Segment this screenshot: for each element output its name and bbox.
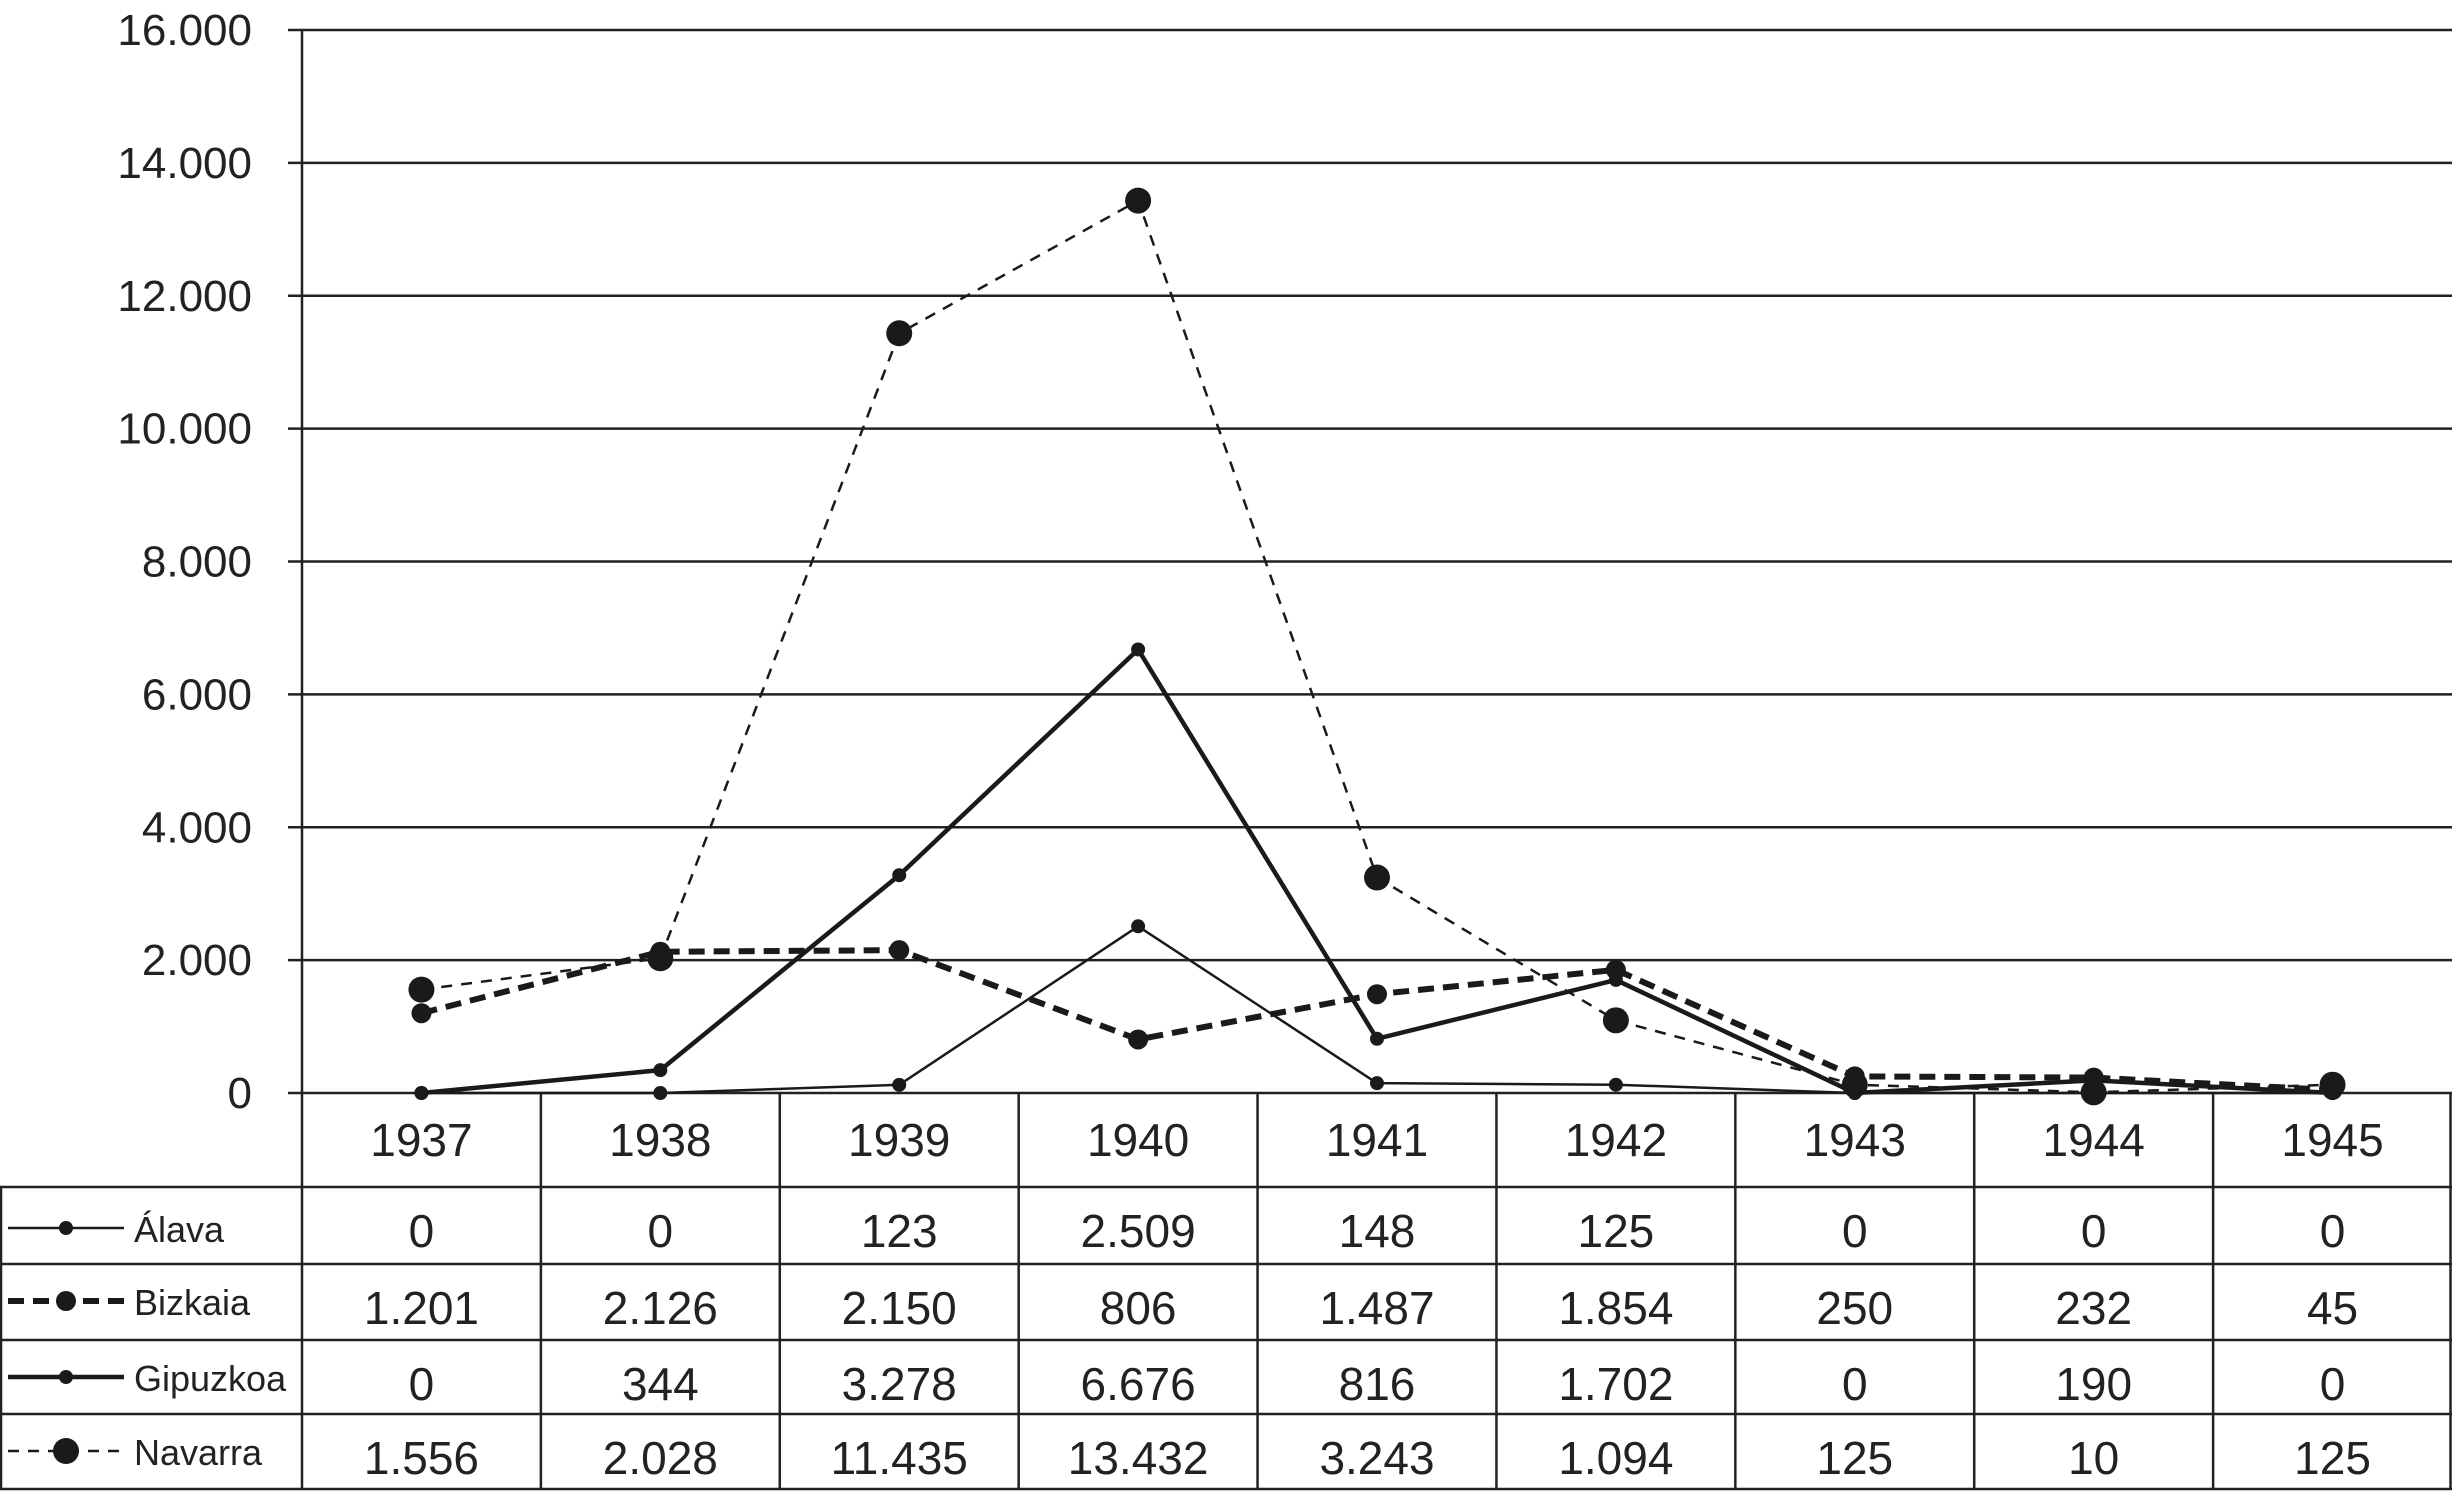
table-cell: 0 [1842,1358,1868,1410]
data-point [1370,1076,1384,1091]
x-tick-label: 1944 [2042,1114,2144,1166]
table-cell: 123 [861,1205,938,1257]
table-cell: 232 [2055,1282,2132,1334]
data-point [889,940,910,961]
table-cell: 250 [1816,1282,1893,1334]
series-lines [408,187,2346,1106]
y-tick-label: 4.000 [142,803,252,852]
y-tick-label: 2.000 [142,936,252,985]
table-cell: 6.676 [1081,1358,1196,1410]
data-point [892,868,907,883]
legend-marker-navarra [53,1438,79,1464]
y-tick-label: 0 [228,1069,252,1118]
table-cell: 1.854 [1558,1282,1673,1334]
table-cell: 1.201 [364,1282,479,1334]
data-point [1608,1077,1623,1092]
table-cell: 0 [2320,1358,2346,1410]
data-point [1128,1029,1149,1050]
data-point [1131,642,1146,657]
data-point [1367,984,1387,1005]
y-tick-label: 8.000 [142,538,252,587]
table-cell: 0 [2081,1205,2107,1257]
series-line [421,199,2333,1094]
legend-label-gipuzkoa: Gipuzkoa [134,1358,287,1399]
legend-marker-gipuzkoa [59,1370,73,1384]
data-point [653,1063,668,1078]
x-tick-label: 1939 [848,1114,950,1166]
table-cell: 2.126 [603,1282,718,1334]
data-point [1608,972,1623,987]
data-point [1841,1071,1868,1098]
table-cell: 3.278 [842,1358,957,1410]
x-tick-label: 1943 [1804,1114,1906,1166]
data-point [2319,1071,2346,1098]
data-point [1602,1007,1629,1034]
y-tick-label: 6.000 [142,670,252,719]
y-tick-label: 12.000 [117,272,252,321]
grid-lines [288,28,2452,1489]
table-cell: 125 [2294,1432,2371,1484]
table-cell: 806 [1100,1282,1177,1334]
table-cell: 190 [2055,1358,2132,1410]
data-point [653,1086,668,1100]
data-point [886,320,913,347]
series-álava [414,919,2340,1100]
series-bizkaia [411,940,2343,1101]
data-point [1364,864,1390,891]
series-line [420,947,2333,1094]
table-cell: 2.150 [842,1282,957,1334]
table-cell: 11.435 [831,1432,968,1484]
data-point [414,1086,429,1100]
legend-label-navarra: Navarra [134,1432,263,1473]
table-cell: 2.028 [603,1432,718,1484]
table-cell: 816 [1339,1358,1416,1410]
x-tick-label: 1941 [1326,1114,1428,1166]
table-cell: 1.487 [1319,1282,1434,1334]
x-tick-label: 1937 [370,1114,472,1166]
table-cell: 344 [622,1358,699,1410]
x-tick-label: 1945 [2281,1114,2383,1166]
table-cell: 125 [1816,1432,1893,1484]
table-cell: 148 [1339,1205,1416,1257]
data-point [1370,1031,1384,1046]
x-tick-label: 1940 [1087,1114,1189,1166]
table-cell: 0 [409,1358,435,1410]
data-point [1605,959,1626,980]
table-cell: 3.243 [1319,1432,1434,1484]
data-point [411,1003,432,1024]
table-cell: 10 [2068,1432,2119,1484]
table-cell: 2.509 [1081,1205,1196,1257]
table-cell: 125 [1578,1205,1655,1257]
x-tick-label: 1938 [609,1114,711,1166]
data-table: 1937 1938 1939 1940 1941 1942 1943 1944 1945 Álav… [0,1093,2452,1491]
table-cell: 0 [648,1205,674,1257]
table-cell: 0 [1842,1205,1868,1257]
y-axis: 0 2.000 4.000 6.000 8.000 10.000 12.000 14.000 1… [117,6,252,1118]
x-tick-label: 1942 [1565,1114,1667,1166]
data-point [1131,919,1146,934]
table-cell: 0 [2320,1205,2346,1257]
y-tick-label: 16.000 [117,6,252,55]
series-line [421,925,2333,1095]
data-point [647,945,674,972]
table-cell: 45 [2307,1282,2358,1334]
legend-marker-bizkaia [56,1291,76,1311]
legend-label-bizkaia: Bizkaia [134,1282,251,1323]
legend-marker-álava [59,1221,73,1235]
y-tick-label: 14.000 [117,139,252,188]
table-cell: 13.432 [1068,1432,1209,1484]
legend-label-álava: Álava [134,1209,225,1250]
table-cell: 1.702 [1558,1358,1673,1410]
table-cell: 1.556 [364,1432,479,1484]
table-cell: 0 [409,1205,435,1257]
data-point [408,976,435,1003]
data-point [892,1077,907,1092]
table-cell: 1.094 [1558,1432,1673,1484]
data-point [1125,187,1152,214]
y-tick-label: 10.000 [117,405,252,454]
data-point [2080,1079,2107,1106]
series-navarra [408,187,2346,1106]
